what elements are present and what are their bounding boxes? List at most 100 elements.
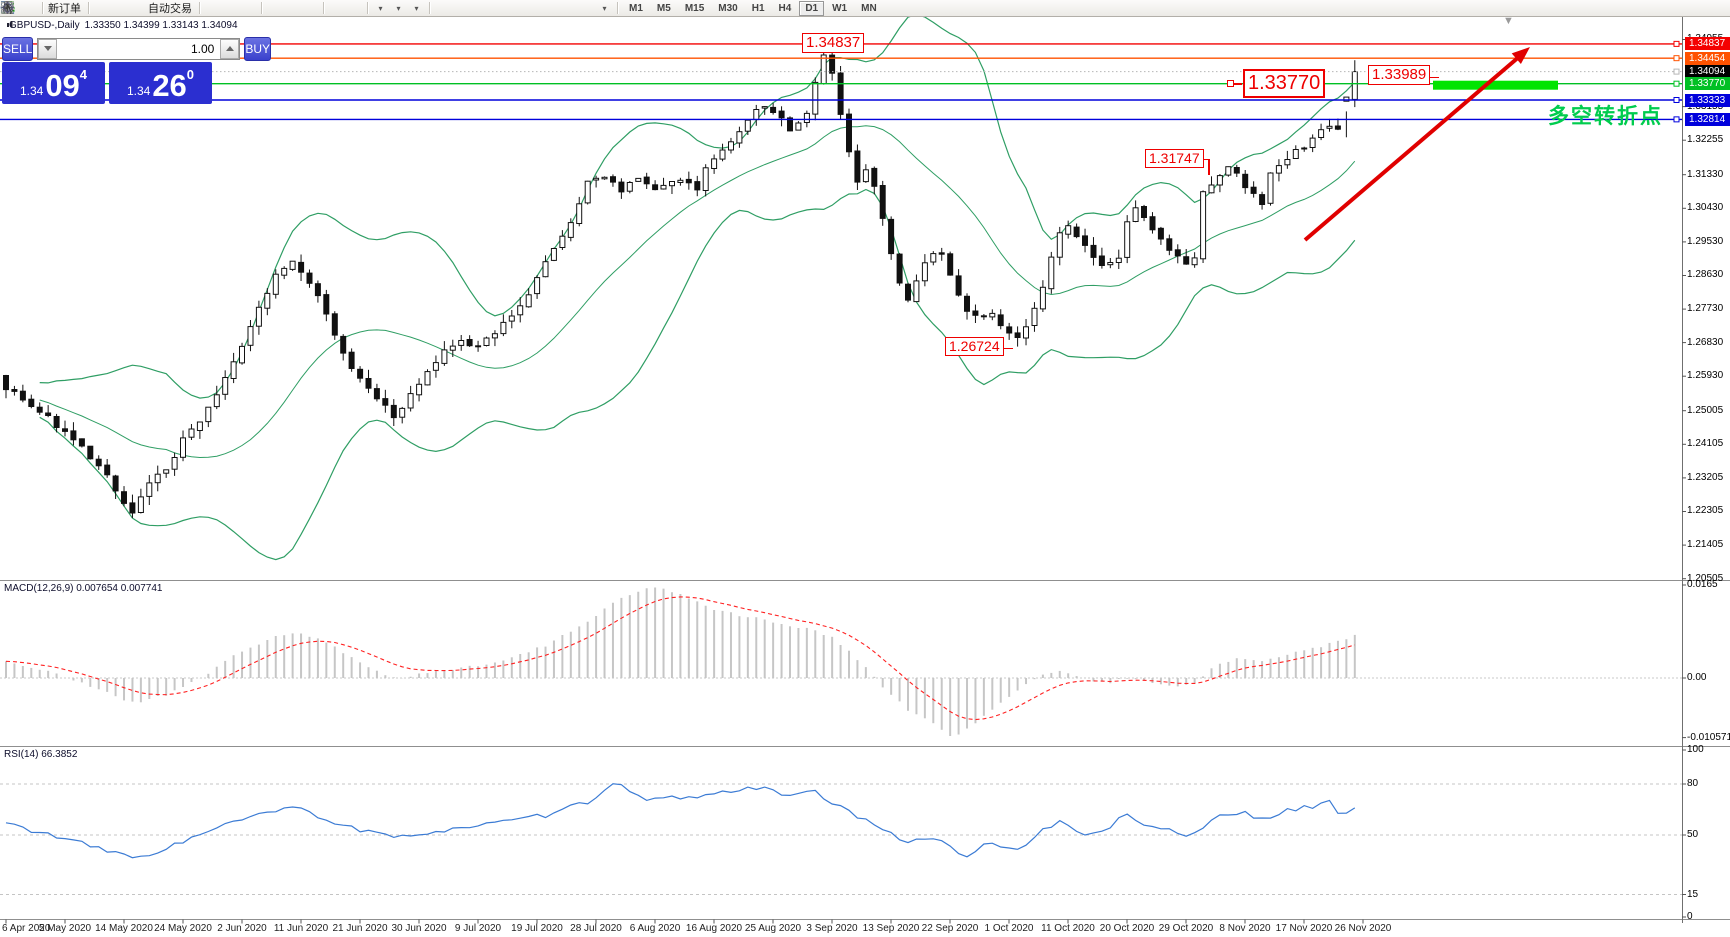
date-label: 13 Sep 2020 xyxy=(862,923,920,934)
price-scale-tick: 1.23205 xyxy=(1687,471,1724,483)
candlesticks xyxy=(3,44,1358,518)
timeframe-m30-button[interactable]: M30 xyxy=(718,2,738,14)
price-annotation-label[interactable]: 1.26724 xyxy=(945,336,1013,356)
date-label: 26 Nov 2020 xyxy=(1334,923,1392,934)
volume-input[interactable] xyxy=(57,40,221,57)
buy-price-prefix: 1.34 xyxy=(126,84,151,98)
volume-decrease-button[interactable] xyxy=(38,38,58,59)
price-annotation-label[interactable]: 1.31747 xyxy=(1145,149,1210,175)
macd-indicator xyxy=(0,587,1682,736)
candle-chart-mode-button[interactable] xyxy=(2,1,240,16)
timeframe-mn-button[interactable]: MN xyxy=(861,2,877,14)
chart-shift-button[interactable] xyxy=(1,1,364,16)
sell-price-pip: 4 xyxy=(79,67,88,82)
templates-button[interactable]: ▾ xyxy=(1,1,426,16)
bollinger-bands xyxy=(39,13,1356,561)
trendline-button[interactable] xyxy=(1,1,524,16)
date-label: 21 Jun 2020 xyxy=(332,923,388,934)
timeframe-h4-button[interactable]: H4 xyxy=(778,2,792,14)
line-chart-mode-button[interactable] xyxy=(1,1,258,16)
macd-label: MACD(12,26,9) 0.007654 0.007741 xyxy=(4,583,163,594)
macd-scale-label: -0.010571 xyxy=(1687,731,1730,743)
buy-button[interactable]: BUY xyxy=(244,36,272,61)
templates-dropdown-icon[interactable]: ▾ xyxy=(414,3,419,13)
rsi-line xyxy=(5,783,1356,859)
sell-button[interactable]: SELL xyxy=(2,36,34,61)
price-scale-tick: 1.27730 xyxy=(1687,303,1724,315)
price-annotation-label[interactable]: 1.33989 xyxy=(1368,64,1440,86)
tile-windows-button[interactable] xyxy=(1,1,320,16)
scroll-end-marker[interactable]: ▼ xyxy=(1503,15,1514,27)
date-label: 30 Jun 2020 xyxy=(391,923,447,934)
buy-price-panel[interactable]: 1.34 26 0 xyxy=(109,62,212,104)
volume-increase-button[interactable] xyxy=(220,38,240,59)
signal-button[interactable] xyxy=(2,1,147,16)
price-scale-tick: 1.22305 xyxy=(1687,505,1724,517)
new-order-label: 新订单 xyxy=(48,3,81,15)
date-label: 19 Jul 2020 xyxy=(511,923,563,934)
rsi-label: RSI(14) 66.3852 xyxy=(4,749,78,760)
svg-text:T: T xyxy=(5,4,10,13)
rsi-scale-label: 100 xyxy=(1687,744,1704,755)
turning-point-note[interactable]: 多空转折点 xyxy=(1548,105,1663,128)
text-button[interactable]: A xyxy=(4,1,578,16)
date-label: 6 Apr 2020 xyxy=(2,923,51,934)
text-label-button[interactable]: T xyxy=(1,1,596,16)
timeframe-d1-button[interactable]: D1 xyxy=(799,0,825,16)
timeframe-m15-button[interactable]: M15 xyxy=(684,2,705,14)
vertical-line-button[interactable] xyxy=(7,1,488,16)
timeframe-m5-button[interactable]: M5 xyxy=(656,2,671,14)
cloud-sync-button[interactable] xyxy=(0,1,129,16)
chart-profiles-button[interactable] xyxy=(1,1,39,16)
fibonacci-button[interactable]: F xyxy=(1,1,560,16)
cursor-button[interactable] xyxy=(2,1,452,16)
sell-price-big: 09 xyxy=(45,68,80,103)
indicators-dropdown-icon[interactable]: ▾ xyxy=(378,3,383,13)
date-label: 14 May 2020 xyxy=(95,923,153,934)
green-highlight-bar[interactable] xyxy=(1433,80,1558,90)
date-label: 22 Sep 2020 xyxy=(921,923,979,934)
price-scale-tick: 1.28630 xyxy=(1687,269,1724,281)
price-annotation-label[interactable]: 1.33770 xyxy=(1227,69,1326,98)
autotrade-label: 自动交易 xyxy=(148,3,192,15)
sell-price-panel[interactable]: 1.34 09 4 xyxy=(2,62,105,104)
rsi-scale-label: 0 xyxy=(1687,911,1693,922)
indicators-button[interactable]: ▾ xyxy=(1,1,390,16)
timeframe-h1-button[interactable]: H1 xyxy=(751,2,765,14)
date-label: 5 May 2020 xyxy=(38,923,92,934)
price-scale-tick: 1.25930 xyxy=(1687,370,1724,382)
periods-dropdown-icon[interactable]: ▾ xyxy=(396,3,401,13)
date-label: 3 Sep 2020 xyxy=(806,923,858,934)
new-order-button[interactable]: 新订单 xyxy=(1,1,85,16)
date-label: 6 Aug 2020 xyxy=(629,923,681,934)
trend-arrow[interactable] xyxy=(1303,47,1530,242)
autotrade-button[interactable]: 自动交易 xyxy=(1,1,196,16)
equidistant-channel-button[interactable]: E xyxy=(1,1,542,16)
price-scale-tick: 1.20505 xyxy=(1687,572,1724,584)
periods-button[interactable]: ▾ xyxy=(1,1,408,16)
rsi-scale-label: 15 xyxy=(1687,888,1699,900)
timeframe-m1-button[interactable]: M1 xyxy=(629,2,643,14)
crosshair-button[interactable] xyxy=(1,1,470,16)
auto-scroll-button[interactable] xyxy=(2,1,346,16)
zoom-out-button[interactable] xyxy=(1,1,302,16)
bar-chart-mode-button[interactable] xyxy=(1,1,222,16)
timeframe-w1-button[interactable]: W1 xyxy=(832,2,848,14)
axis-ticks xyxy=(5,39,1686,924)
date-label: 28 Jul 2020 xyxy=(570,923,622,934)
symbol-period: GBPUSD-,Daily xyxy=(9,20,80,31)
price-badge: 1.33770 xyxy=(1685,77,1730,91)
horizontal-line-button[interactable] xyxy=(1,1,506,16)
broom-button[interactable] xyxy=(2,1,111,16)
arrows-shapes-button[interactable]: ▾ xyxy=(2,1,614,16)
price-scale-tick: 1.31330 xyxy=(1687,168,1724,180)
macd-scale-label: 0.00 xyxy=(1687,672,1707,683)
arrows-shapes-dropdown-icon[interactable]: ▾ xyxy=(602,3,607,13)
date-label: 11 Jun 2020 xyxy=(273,923,329,934)
zoom-in-button[interactable] xyxy=(1,1,284,16)
one-click-trading-panel: SELL BUY 1.34 09 4 1.34 26 0 xyxy=(2,36,272,104)
price-annotation-label[interactable]: 1.34837 xyxy=(802,33,865,54)
price-badge: 1.34454 xyxy=(1685,51,1730,65)
